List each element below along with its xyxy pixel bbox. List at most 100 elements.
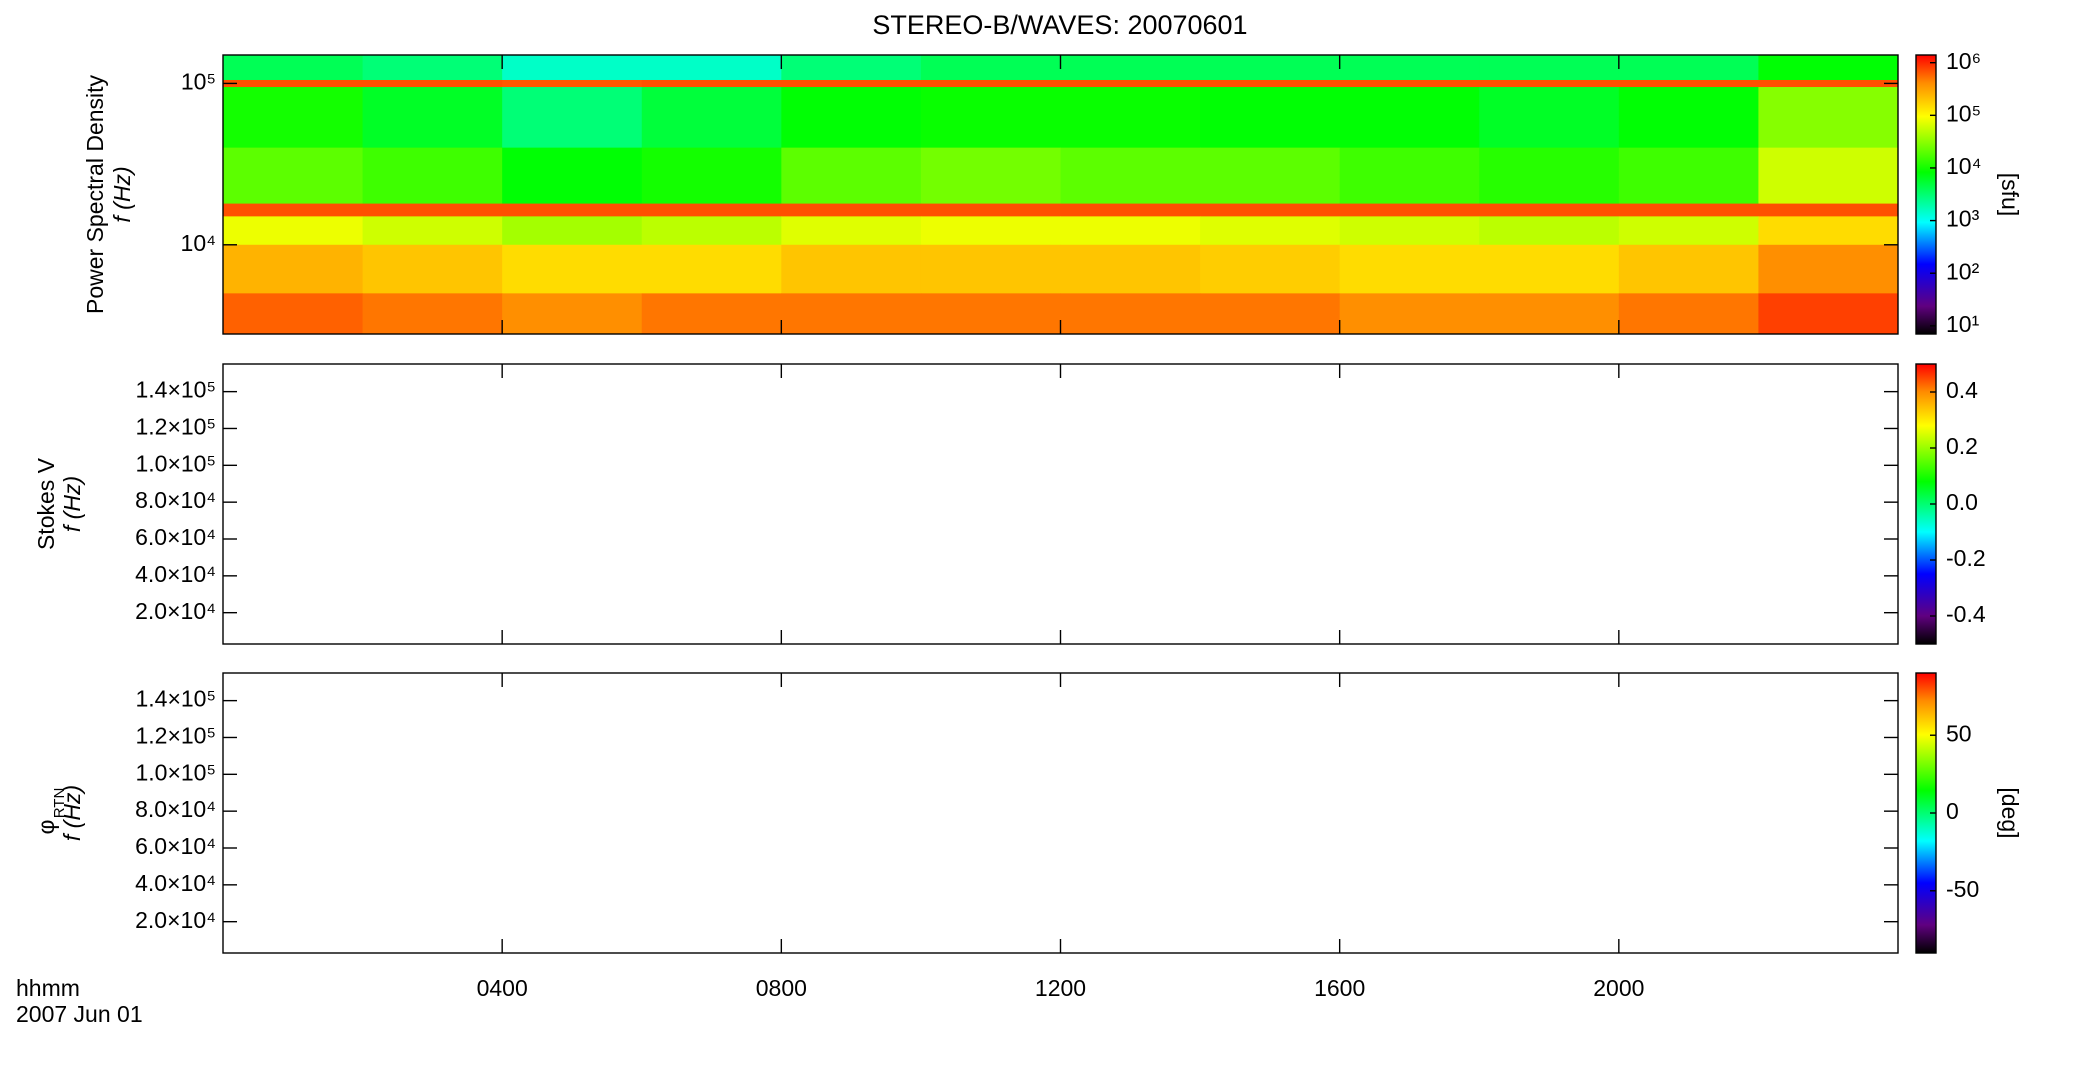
heatmap-cell [223, 147, 364, 205]
heatmap-cell [781, 244, 922, 294]
heatmap-cell [1339, 79, 1480, 88]
heatmap-cell [1200, 87, 1341, 149]
heatmap-cell [1200, 147, 1341, 205]
heatmap-cell [1339, 244, 1480, 294]
colorbar-label: [deg] [1997, 787, 2023, 838]
heatmap-cell [1060, 79, 1201, 88]
plot-frame [222, 363, 1899, 645]
heatmap-cell [362, 244, 503, 294]
heatmap-cell [641, 55, 782, 81]
heatmap-cell [920, 216, 1061, 246]
plot-frame [222, 672, 1899, 954]
heatmap-cell [920, 203, 1061, 217]
colorbar [1916, 55, 1936, 334]
heatmap-cell [1339, 293, 1480, 335]
heatmap-cell [781, 293, 922, 335]
y-axis-label: f (Hz) [59, 785, 85, 841]
heatmap-cell [781, 203, 922, 217]
colorbar-tick-label: 10¹ [1946, 311, 1980, 337]
heatmap-cell [502, 244, 643, 294]
heatmap-cell [502, 203, 643, 217]
y-axis-label: Power Spectral Density [82, 74, 108, 314]
heatmap-cell [223, 203, 364, 217]
heatmap-cell [1060, 203, 1201, 217]
heatmap-cell [920, 87, 1061, 149]
colorbar-tick-label: 10³ [1946, 206, 1980, 232]
heatmap-cell [1479, 55, 1620, 81]
heatmap-cell [781, 87, 922, 149]
heatmap [223, 55, 1899, 335]
heatmap-cell [1200, 216, 1341, 246]
heatmap-cell [1060, 147, 1201, 205]
y-tick-label: 6.0×10⁴ [135, 524, 216, 550]
heatmap-cell [362, 216, 503, 246]
y-tick-label: 4.0×10⁴ [135, 870, 216, 896]
colorbar-frame [1915, 54, 1937, 335]
heatmap-cell [920, 293, 1061, 335]
colorbar-tick-label: 0.4 [1946, 377, 1978, 403]
colorbar-tick-label: 10⁶ [1946, 48, 1981, 74]
y-tick-label: 1.0×10⁵ [135, 759, 216, 785]
heatmap-cell [1618, 244, 1759, 294]
y-tick-label: 1.2×10⁵ [135, 723, 216, 749]
heatmap-cell [1479, 87, 1620, 149]
colorbar-label: [sfu] [1997, 173, 2023, 216]
y-axis-label: φ [33, 820, 59, 835]
heatmap-cell [1060, 293, 1201, 335]
heatmap-cell [223, 79, 364, 88]
y-tick-label: 10⁵ [181, 68, 216, 94]
heatmap-cell [781, 55, 922, 81]
heatmap-cell [1200, 203, 1341, 217]
colorbar-tick-label: -0.2 [1946, 545, 1986, 571]
heatmap-cell [1618, 79, 1759, 88]
colorbar-tick-label: -0.4 [1946, 601, 1986, 627]
heatmap-cell [1758, 293, 1899, 335]
y-tick-label: 8.0×10⁴ [135, 487, 216, 513]
y-tick-label: 6.0×10⁴ [135, 833, 216, 859]
heatmap-cell [920, 244, 1061, 294]
heatmap-cell [781, 147, 922, 205]
heatmap-cell [1618, 87, 1759, 149]
colorbar-tick-label: 0.2 [1946, 433, 1978, 459]
heatmap-cell [920, 147, 1061, 205]
heatmap-cell [502, 216, 643, 246]
x-tick-label: 0400 [477, 975, 528, 1001]
heatmap-cell [362, 293, 503, 335]
heatmap-cell [362, 87, 503, 149]
x-tick-label: 2000 [1593, 975, 1644, 1001]
x-axis-label: hhmm [16, 975, 80, 1001]
heatmap-cell [781, 79, 922, 88]
heatmap-cell [1200, 244, 1341, 294]
colorbar-tick-label: 0 [1946, 798, 1959, 824]
heatmap-cell [641, 216, 782, 246]
y-tick-label: 4.0×10⁴ [135, 561, 216, 587]
chart-title: STEREO-B/WAVES: 20070601 [872, 10, 1247, 40]
heatmap-cell [1339, 55, 1480, 81]
heatmap-cell [641, 79, 782, 88]
heatmap-cell [920, 55, 1061, 81]
y-tick-label: 1.2×10⁵ [135, 414, 216, 440]
y-tick-label: 1.4×10⁵ [135, 377, 216, 403]
heatmap-cell [1479, 79, 1620, 88]
heatmap-cell [362, 55, 503, 81]
heatmap-cell [1758, 203, 1899, 217]
heatmap-cell [502, 55, 643, 81]
heatmap-cell [1339, 216, 1480, 246]
heatmap-cell [641, 293, 782, 335]
heatmap-cell [1339, 87, 1480, 149]
heatmap-cell [1618, 55, 1759, 81]
heatmap-cell [1200, 55, 1341, 81]
heatmap-cell [1479, 244, 1620, 294]
heatmap-cell [1339, 203, 1480, 217]
heatmap-cell [641, 147, 782, 205]
y-axis-label: f (Hz) [59, 476, 85, 532]
y-axis-label: Stokes V [33, 457, 59, 550]
y-tick-label: 2.0×10⁴ [135, 907, 216, 933]
date-label: 2007 Jun 01 [16, 1001, 143, 1027]
heatmap-cell [223, 293, 364, 335]
heatmap-cell [1479, 216, 1620, 246]
heatmap-cell [1200, 293, 1341, 335]
heatmap-cell [641, 203, 782, 217]
colorbar [1916, 364, 1936, 644]
